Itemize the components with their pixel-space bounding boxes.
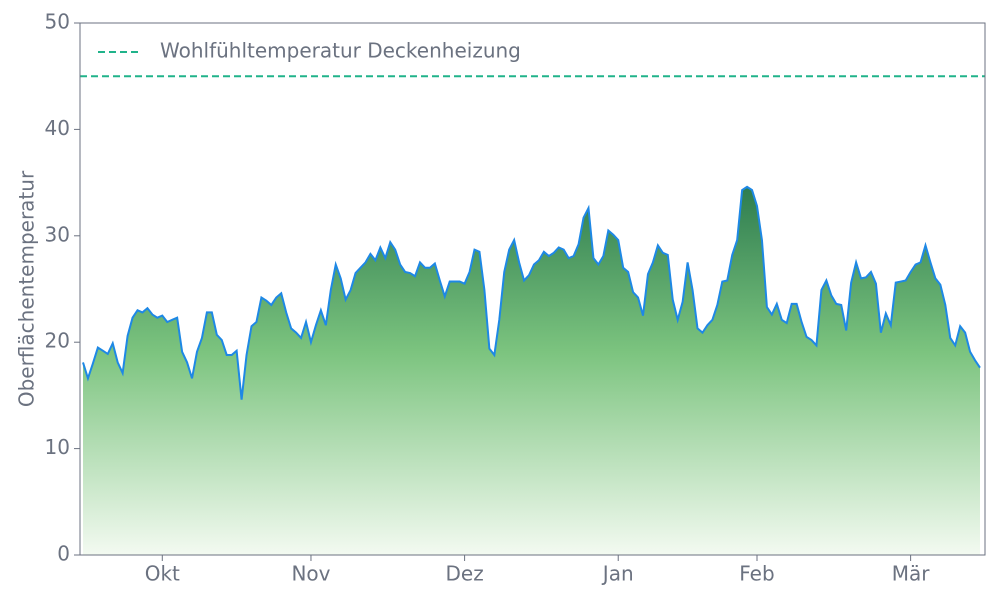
y-axis-label: Oberflächentemperatur [15,170,39,407]
area-fill [83,186,980,555]
plot-frame [79,22,986,556]
y-tick-label: 20 [45,329,70,353]
x-tick-label: Dez [445,562,483,586]
line [82,185,981,400]
x-tick-label: Feb [739,562,774,586]
x-tick-label: Nov [291,562,330,586]
x-tick-label: Okt [145,562,180,586]
x-tick-label: Mär [892,562,931,586]
y-tick-label: 0 [57,542,70,566]
legend-label: Wohlfühltemperatur Deckenheizung [160,39,521,63]
y-tick-label: 30 [45,222,70,246]
y-tick-label: 10 [45,435,70,459]
x-tick-label: Jan [601,562,634,586]
y-tick-label: 50 [45,10,70,34]
y-tick-label: 40 [45,116,70,140]
